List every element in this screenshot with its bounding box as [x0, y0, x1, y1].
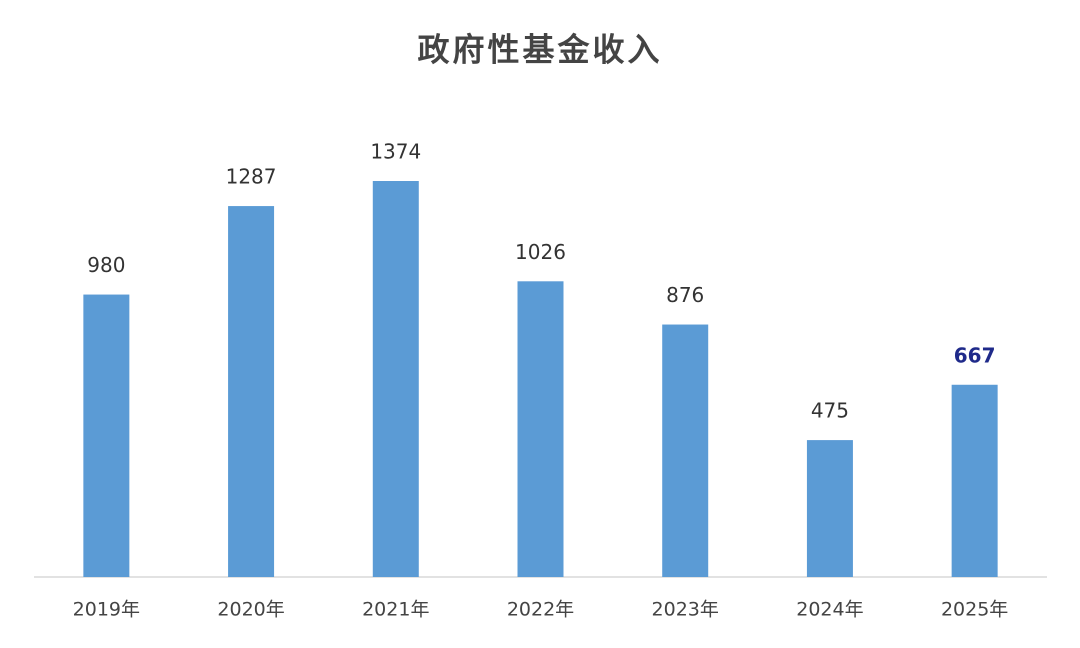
value-label: 980 — [87, 253, 125, 277]
x-tick-label: 2023年 — [652, 599, 719, 621]
bar — [806, 440, 853, 577]
value-label: 1374 — [370, 140, 421, 164]
x-tick-label: 2022年 — [507, 599, 574, 621]
bar — [372, 181, 419, 577]
value-label: 667 — [954, 343, 996, 367]
bar — [228, 206, 275, 578]
chart-title: 政府性基金收入 — [417, 31, 662, 69]
x-tick-label: 2025年 — [941, 599, 1008, 621]
x-tick-label: 2024年 — [796, 599, 863, 621]
bar — [517, 281, 564, 577]
bar — [662, 324, 709, 577]
value-label: 1287 — [226, 165, 277, 189]
x-tick-label: 2021年 — [362, 599, 429, 621]
x-tick-label: 2020年 — [217, 599, 284, 621]
value-label: 1026 — [515, 240, 566, 264]
bar — [83, 294, 130, 577]
bar — [951, 384, 998, 577]
x-tick-label: 2019年 — [73, 599, 140, 621]
value-label: 475 — [811, 399, 849, 423]
value-label: 876 — [666, 283, 704, 307]
